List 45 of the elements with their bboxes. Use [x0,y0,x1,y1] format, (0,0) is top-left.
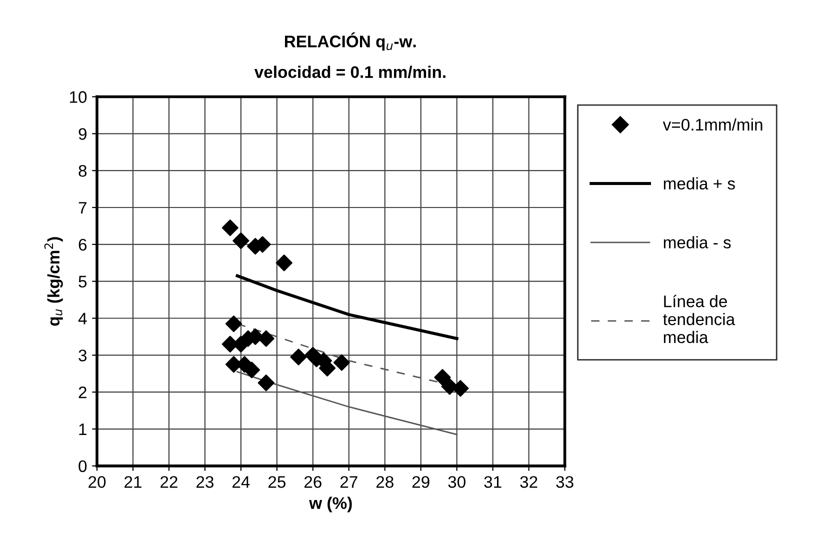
x-tick-label: 26 [304,476,322,488]
y-tick-label: 0 [78,460,87,472]
legend-label: media + s [664,177,735,190]
x-tick-label: 22 [160,476,178,488]
x-tick-label: 25 [268,476,286,488]
x-tick-label: 29 [412,476,430,488]
y-tick-label: 1 [79,424,86,436]
point [243,362,260,378]
point [225,315,242,332]
x-tick-label: 21 [124,476,142,488]
point [276,254,292,272]
x-tick-label: 24 [232,476,250,488]
y-tick-label: 8 [78,164,87,177]
y-tick-label: 7 [78,202,86,214]
x-tick-label: 28 [376,476,394,488]
legend-label: Línea de tendencia media [663,294,736,344]
chart-subtitle: velocidad = 0.1 mm/min. [254,66,446,78]
x-axis-title: w (%) [309,496,352,512]
y-tick-label: 9 [78,128,86,140]
point [258,330,274,347]
y-axis-title: q$_{u}$ (kg/cm$^{2}$) [44,237,63,326]
legend-label: v=0.1mm/min [662,118,762,131]
x-tick-label: 32 [520,476,538,488]
point [232,232,250,250]
y-tick-label: 5 [78,276,87,288]
y-tick-label: 10 [70,91,87,103]
y-tick-label: 4 [78,312,87,324]
line-series [236,274,458,340]
x-tick-label: 23 [196,476,214,488]
y-tick-label: 2 [78,386,86,398]
point [434,369,451,386]
x-tick-label: 27 [340,476,358,488]
y-tick-label: 3 [78,350,87,362]
point [222,220,238,236]
point [333,354,350,371]
point [290,348,307,366]
point [452,380,469,397]
legend-label: media - s [664,236,731,248]
chart-title: RELACIÓN q$_{u}$-w. [284,32,416,51]
x-tick-label: 20 [88,476,106,488]
y-tick-label: 6 [78,238,87,251]
point [258,374,274,392]
x-tick-label: 31 [484,476,502,488]
x-tick-label: 33 [556,476,574,488]
x-tick-label: 30 [448,476,466,488]
